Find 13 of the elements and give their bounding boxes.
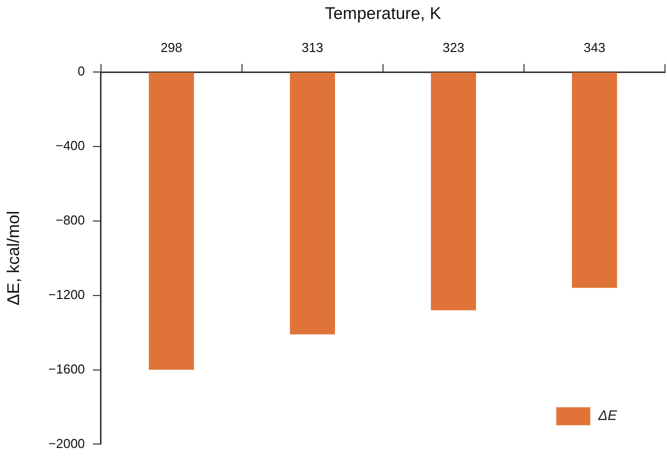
- y-tick-label: −400: [56, 138, 85, 154]
- y-tick-label: 0: [78, 64, 85, 79]
- y-tick-label: −2000: [48, 436, 85, 451]
- x-axis-title: Temperature, K: [324, 4, 442, 23]
- y-tick-label: −1600: [48, 361, 85, 376]
- y-tick-label: −800: [56, 212, 85, 228]
- y-tick-label: −1200: [48, 286, 85, 302]
- y-axis-title: ΔE, kcal/mol: [4, 210, 23, 306]
- x-tick-label: 298: [160, 40, 182, 55]
- x-tick-label: 343: [584, 40, 606, 55]
- x-tick-label: 323: [442, 40, 464, 55]
- x-tick-label: 313: [302, 40, 324, 55]
- legend-label: ΔE: [597, 407, 618, 424]
